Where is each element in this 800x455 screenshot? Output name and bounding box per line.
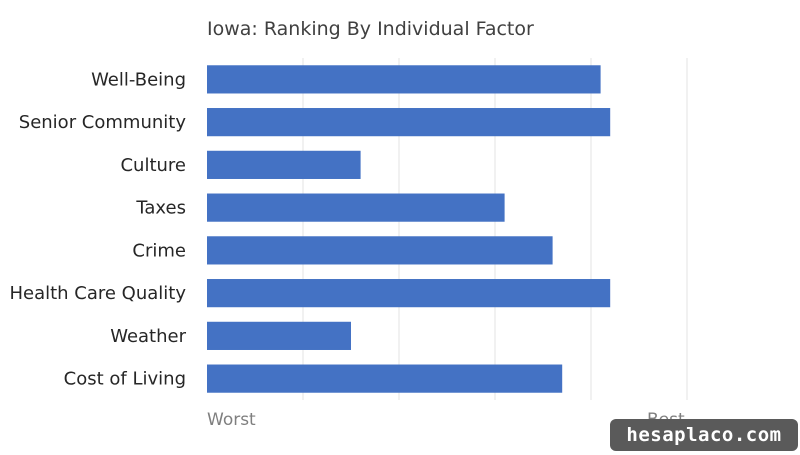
category-label: Taxes xyxy=(135,198,186,219)
category-label: Culture xyxy=(120,155,186,176)
bar-senior-community xyxy=(207,108,611,137)
category-label: Crime xyxy=(132,240,186,261)
bar-health-care-quality xyxy=(207,279,611,308)
bar-cost-of-living xyxy=(207,364,563,393)
category-label: Senior Community xyxy=(19,112,187,133)
bar-well-being xyxy=(207,65,601,94)
x-tick-label: Worst xyxy=(207,410,256,430)
bar-culture xyxy=(207,150,361,179)
category-label: Weather xyxy=(110,326,186,347)
chart-title: Iowa: Ranking By Individual Factor xyxy=(207,18,534,40)
category-label: Cost of Living xyxy=(64,369,186,390)
bar-weather xyxy=(207,321,351,350)
bar-taxes xyxy=(207,193,505,222)
category-label: Well-Being xyxy=(91,69,186,90)
watermark: hesaplaco.com xyxy=(610,419,798,451)
category-label: Health Care Quality xyxy=(9,283,186,304)
bar-crime xyxy=(207,236,553,265)
